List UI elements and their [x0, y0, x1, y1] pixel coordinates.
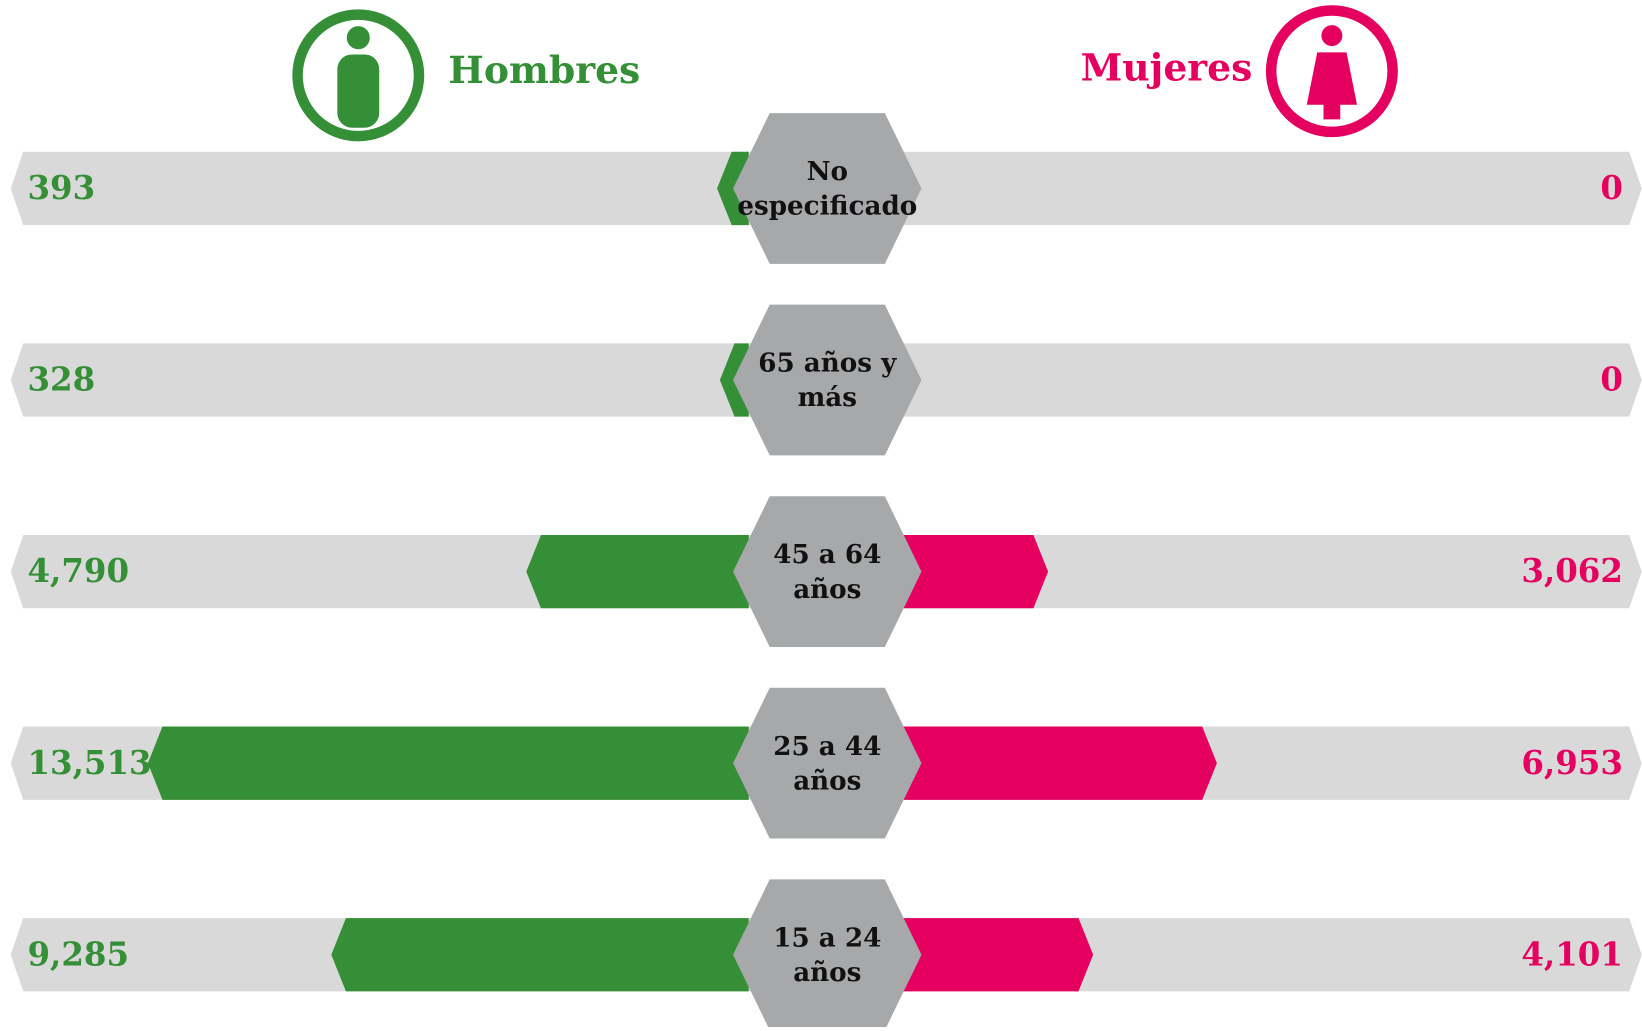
category-box: 25 a 44 años — [773, 730, 882, 796]
category-label: 15 a 24 años — [773, 922, 882, 987]
bar — [900, 726, 1217, 800]
category-box: 45 a 64 años — [773, 539, 882, 604]
women-icon — [1265, 5, 1398, 138]
value-label: 4,101 — [1521, 935, 1623, 973]
legend-label: Mujeres — [1081, 46, 1253, 90]
value-label: 6,953 — [1521, 744, 1623, 782]
value-label: 328 — [27, 361, 95, 399]
bar — [717, 151, 749, 226]
category-box: 15 a 24 años — [773, 922, 882, 987]
category-label: 65 años y más — [758, 347, 897, 412]
bar — [526, 534, 749, 609]
bar — [331, 918, 749, 992]
bar — [900, 918, 1094, 992]
category-hexagon — [733, 687, 922, 839]
category-box: No especificado — [737, 155, 918, 221]
category-hexagon — [733, 879, 922, 1031]
value-label: 393 — [27, 169, 95, 207]
category-label: No especificado — [737, 155, 918, 221]
value-label: 0 — [1600, 169, 1623, 207]
value-label: 3,062 — [1521, 552, 1623, 590]
category-label: 25 a 44 años — [773, 730, 882, 796]
category-hexagon — [733, 304, 922, 456]
category-hexagon — [733, 113, 922, 264]
value-label: 0 — [1600, 361, 1623, 399]
value-label: 9,285 — [27, 935, 129, 973]
category-label: 45 a 64 años — [773, 539, 882, 604]
legend-label: Hombres — [448, 48, 640, 92]
category-hexagon — [733, 496, 922, 647]
bar — [147, 726, 749, 800]
value-label: 13,513 — [27, 744, 151, 782]
category-box: 65 años y más — [758, 347, 897, 412]
value-label: 4,790 — [27, 552, 129, 590]
bar — [900, 534, 1049, 609]
men-icon — [292, 9, 425, 142]
